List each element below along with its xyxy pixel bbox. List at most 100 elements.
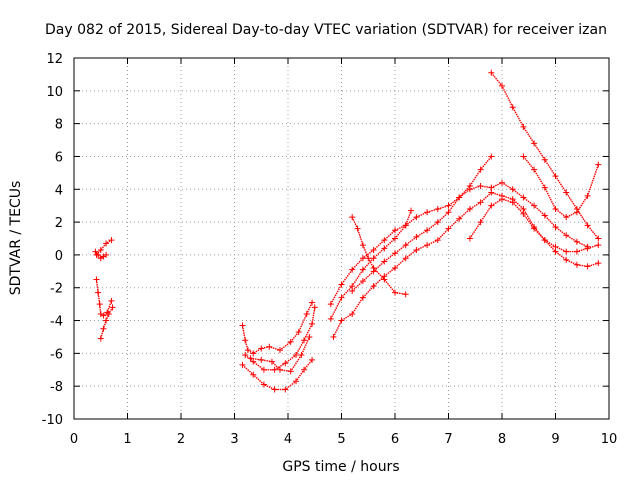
data-point <box>563 214 570 221</box>
chart-title: Day 082 of 2015, Sidereal Day-to-day VTE… <box>45 22 607 38</box>
data-point <box>520 123 527 130</box>
data-point <box>408 207 415 214</box>
series-arc-5 <box>239 299 316 357</box>
data-point <box>466 182 473 189</box>
data-point <box>327 301 334 308</box>
series-arc-2 <box>93 237 115 258</box>
x-tick-label: 1 <box>123 432 131 447</box>
plot-frame <box>73 57 610 420</box>
data-point <box>563 248 570 255</box>
data-point <box>531 225 538 232</box>
series-arc-14 <box>466 196 602 255</box>
data-point <box>359 242 366 249</box>
data-point <box>499 179 505 186</box>
data-point <box>520 153 527 160</box>
data-point <box>349 266 356 273</box>
data-point <box>271 366 278 373</box>
data-point <box>573 209 580 216</box>
data-point <box>531 202 538 209</box>
y-tick-label: -4 <box>50 315 63 330</box>
data-point <box>258 345 265 352</box>
data-point <box>381 258 388 265</box>
data-point <box>509 104 516 111</box>
series-arc-13 <box>349 214 409 298</box>
data-point <box>108 237 115 244</box>
data-point <box>93 251 100 258</box>
x-tick-label: 9 <box>551 432 559 447</box>
y-tick-label: 4 <box>55 183 63 198</box>
data-point <box>103 317 110 324</box>
data-point <box>392 289 398 296</box>
series-arc-4 <box>97 304 116 342</box>
y-tick-label: -8 <box>50 380 63 395</box>
data-point <box>477 166 484 173</box>
data-point <box>466 235 473 242</box>
data-point <box>402 222 409 229</box>
data-point <box>563 189 570 196</box>
data-point <box>456 194 463 201</box>
data-point <box>531 140 538 147</box>
data-point <box>338 281 345 288</box>
data-point <box>95 289 102 296</box>
data-point <box>466 205 473 212</box>
data-point <box>276 347 283 354</box>
series-line <box>522 156 599 219</box>
data-point <box>552 173 559 180</box>
series-arc-6 <box>242 304 318 373</box>
data-point <box>365 255 372 262</box>
data-point <box>456 215 463 222</box>
data-point <box>573 238 580 245</box>
data-point <box>295 329 302 336</box>
data-point <box>311 304 318 311</box>
data-point <box>552 205 559 212</box>
data-point <box>260 381 267 388</box>
y-tick-label: 8 <box>55 118 63 133</box>
data-point <box>260 366 267 373</box>
data-point <box>100 312 107 319</box>
data-point <box>349 310 356 317</box>
data-point <box>354 225 361 232</box>
data-point <box>595 161 602 168</box>
data-point <box>349 214 356 221</box>
data-point <box>258 356 265 363</box>
data-point <box>488 69 495 76</box>
data-point <box>250 350 257 357</box>
data-point <box>541 237 548 244</box>
data-point <box>477 219 484 226</box>
data-point <box>301 366 308 373</box>
data-point <box>103 240 110 247</box>
data-point <box>239 361 246 368</box>
data-point <box>531 166 538 173</box>
data-point <box>327 315 334 322</box>
data-point <box>108 297 115 304</box>
data-point <box>509 199 516 206</box>
data-point <box>402 291 409 298</box>
series-arc-10 <box>327 179 591 308</box>
data-series <box>92 69 602 393</box>
series-arc-1 <box>92 248 110 262</box>
data-point <box>242 352 249 359</box>
data-point <box>499 196 505 203</box>
data-point <box>509 186 516 193</box>
data-point <box>359 255 366 262</box>
data-point <box>370 255 377 262</box>
x-axis-label: GPS time / hours <box>282 459 399 475</box>
data-point <box>381 245 388 252</box>
series-line <box>332 191 599 338</box>
data-point <box>541 156 548 163</box>
data-point <box>109 304 116 311</box>
data-point <box>105 310 112 317</box>
data-point <box>488 189 495 196</box>
data-point <box>434 205 441 212</box>
data-point <box>573 248 580 255</box>
data-point <box>541 184 548 191</box>
x-tick-label: 8 <box>498 432 506 447</box>
data-point <box>584 245 591 252</box>
data-point <box>392 227 398 234</box>
data-point <box>520 210 527 217</box>
data-point <box>298 352 305 359</box>
data-point <box>477 199 484 206</box>
series-line <box>95 279 113 317</box>
data-point <box>97 246 104 253</box>
